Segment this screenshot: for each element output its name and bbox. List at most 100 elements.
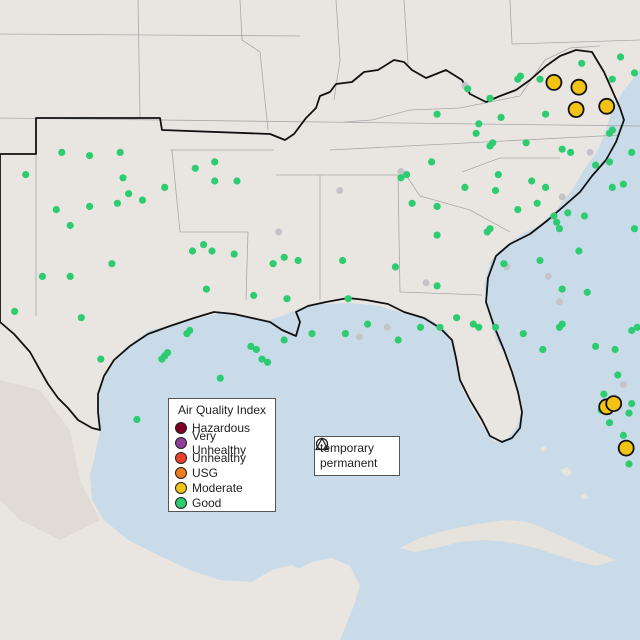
good-monitor <box>605 129 614 137</box>
good-monitor <box>183 330 191 338</box>
good-monitor <box>575 247 583 255</box>
good-monitor <box>38 272 47 280</box>
good-monitor <box>230 250 238 258</box>
good-monitor <box>408 199 416 207</box>
good-monitor <box>208 247 216 255</box>
good-monitor <box>216 374 224 382</box>
legend-label: Moderate <box>192 480 243 495</box>
good-monitor <box>161 183 169 191</box>
legend-label: USG <box>192 465 219 480</box>
bahamas <box>540 446 589 500</box>
legend-title: Air Quality Index <box>177 403 267 417</box>
good-monitor <box>97 355 105 363</box>
good-monitor <box>133 415 141 424</box>
inactive-monitor <box>355 333 363 341</box>
good-monitor <box>86 152 94 160</box>
good-monitor <box>625 460 633 468</box>
inactive-monitor <box>336 187 344 194</box>
good-monitor <box>497 113 505 121</box>
good-monitor <box>341 330 349 338</box>
good-monitor <box>403 171 411 179</box>
hazardous-swatch <box>175 421 187 434</box>
inactive-monitor <box>383 323 391 331</box>
moderate-monitor <box>617 439 635 457</box>
good-monitor <box>433 110 441 118</box>
good-monitor <box>628 326 636 335</box>
legend-item-moderate: Moderate <box>175 480 269 495</box>
good-monitor <box>564 209 572 217</box>
legend-label: Very Unhealthy <box>192 428 247 457</box>
legend-item-good: Good <box>175 495 269 510</box>
moderate-swatch <box>175 481 187 494</box>
good-monitor <box>247 342 255 350</box>
inactive-monitor <box>556 298 563 306</box>
good-monitor <box>233 177 241 185</box>
inactive-monitor <box>275 228 283 236</box>
good-monitor <box>536 75 544 83</box>
legend-label: Hazardous <box>192 420 251 435</box>
moderate-monitor <box>598 97 616 115</box>
legend-item-unhealthy: Unhealthy <box>175 450 269 465</box>
good-monitor <box>66 272 74 280</box>
good-monitor <box>108 260 116 268</box>
good-monitor <box>436 323 444 331</box>
good-monitor <box>483 228 491 236</box>
region-outline <box>0 49 625 443</box>
good-monitor <box>464 85 472 93</box>
good-monitor <box>628 148 636 156</box>
good-monitor <box>539 345 547 354</box>
good-monitor <box>11 307 19 315</box>
good-monitor <box>280 336 288 344</box>
good-monitor <box>633 323 640 331</box>
good-monitor <box>211 158 219 166</box>
good-monitor <box>397 174 405 182</box>
good-monitor <box>500 260 508 268</box>
good-monitor <box>158 355 166 363</box>
good-monitor <box>200 241 208 249</box>
good-monitor <box>558 145 566 153</box>
good-monitor <box>58 148 66 156</box>
aqi-legend: Air Quality Index Hazardous Very Unhealt… <box>168 398 276 512</box>
legend-item-permanent: permanent <box>315 437 394 470</box>
inactive-monitor <box>558 193 566 201</box>
good-monitor <box>191 164 199 172</box>
yucatan <box>262 558 360 640</box>
state-boundaries <box>0 0 640 316</box>
legend-label: permanent <box>320 455 378 470</box>
good-monitor <box>280 253 288 261</box>
inactive-monitor <box>397 168 405 175</box>
good-monitor <box>608 75 616 83</box>
monitor-type-legend: temporary permanent <box>314 436 400 476</box>
terrain-shading <box>0 380 100 540</box>
good-monitor <box>258 355 266 363</box>
good-monitor <box>364 320 372 328</box>
good-monitor <box>264 358 272 366</box>
good-monitor <box>605 419 614 427</box>
good-monitor <box>516 72 525 80</box>
good-monitor <box>113 199 121 207</box>
good-monitor <box>617 53 625 61</box>
very-unhealthy-swatch <box>175 436 187 449</box>
good-monitor <box>583 288 591 296</box>
good-monitor <box>619 180 628 188</box>
good-monitor <box>475 120 483 128</box>
good-monitor <box>86 202 94 210</box>
good-monitor <box>163 349 172 357</box>
good-monitor <box>433 202 441 210</box>
good-monitor <box>630 225 639 233</box>
good-monitor <box>614 371 622 379</box>
good-monitor <box>416 323 425 331</box>
good-monitor <box>550 212 558 220</box>
inactive-monitor <box>544 272 552 280</box>
triangle-icon <box>315 437 329 451</box>
inactive-monitor <box>619 381 627 388</box>
legend-label: temporary <box>320 440 375 455</box>
good-monitor <box>489 139 497 147</box>
good-monitor <box>469 320 477 328</box>
good-monitor <box>119 174 127 182</box>
inactive-monitor <box>422 279 430 287</box>
good-monitor <box>555 225 564 233</box>
good-monitor <box>461 183 469 191</box>
legend-item-very-unhealthy: Very Unhealthy <box>175 429 269 457</box>
